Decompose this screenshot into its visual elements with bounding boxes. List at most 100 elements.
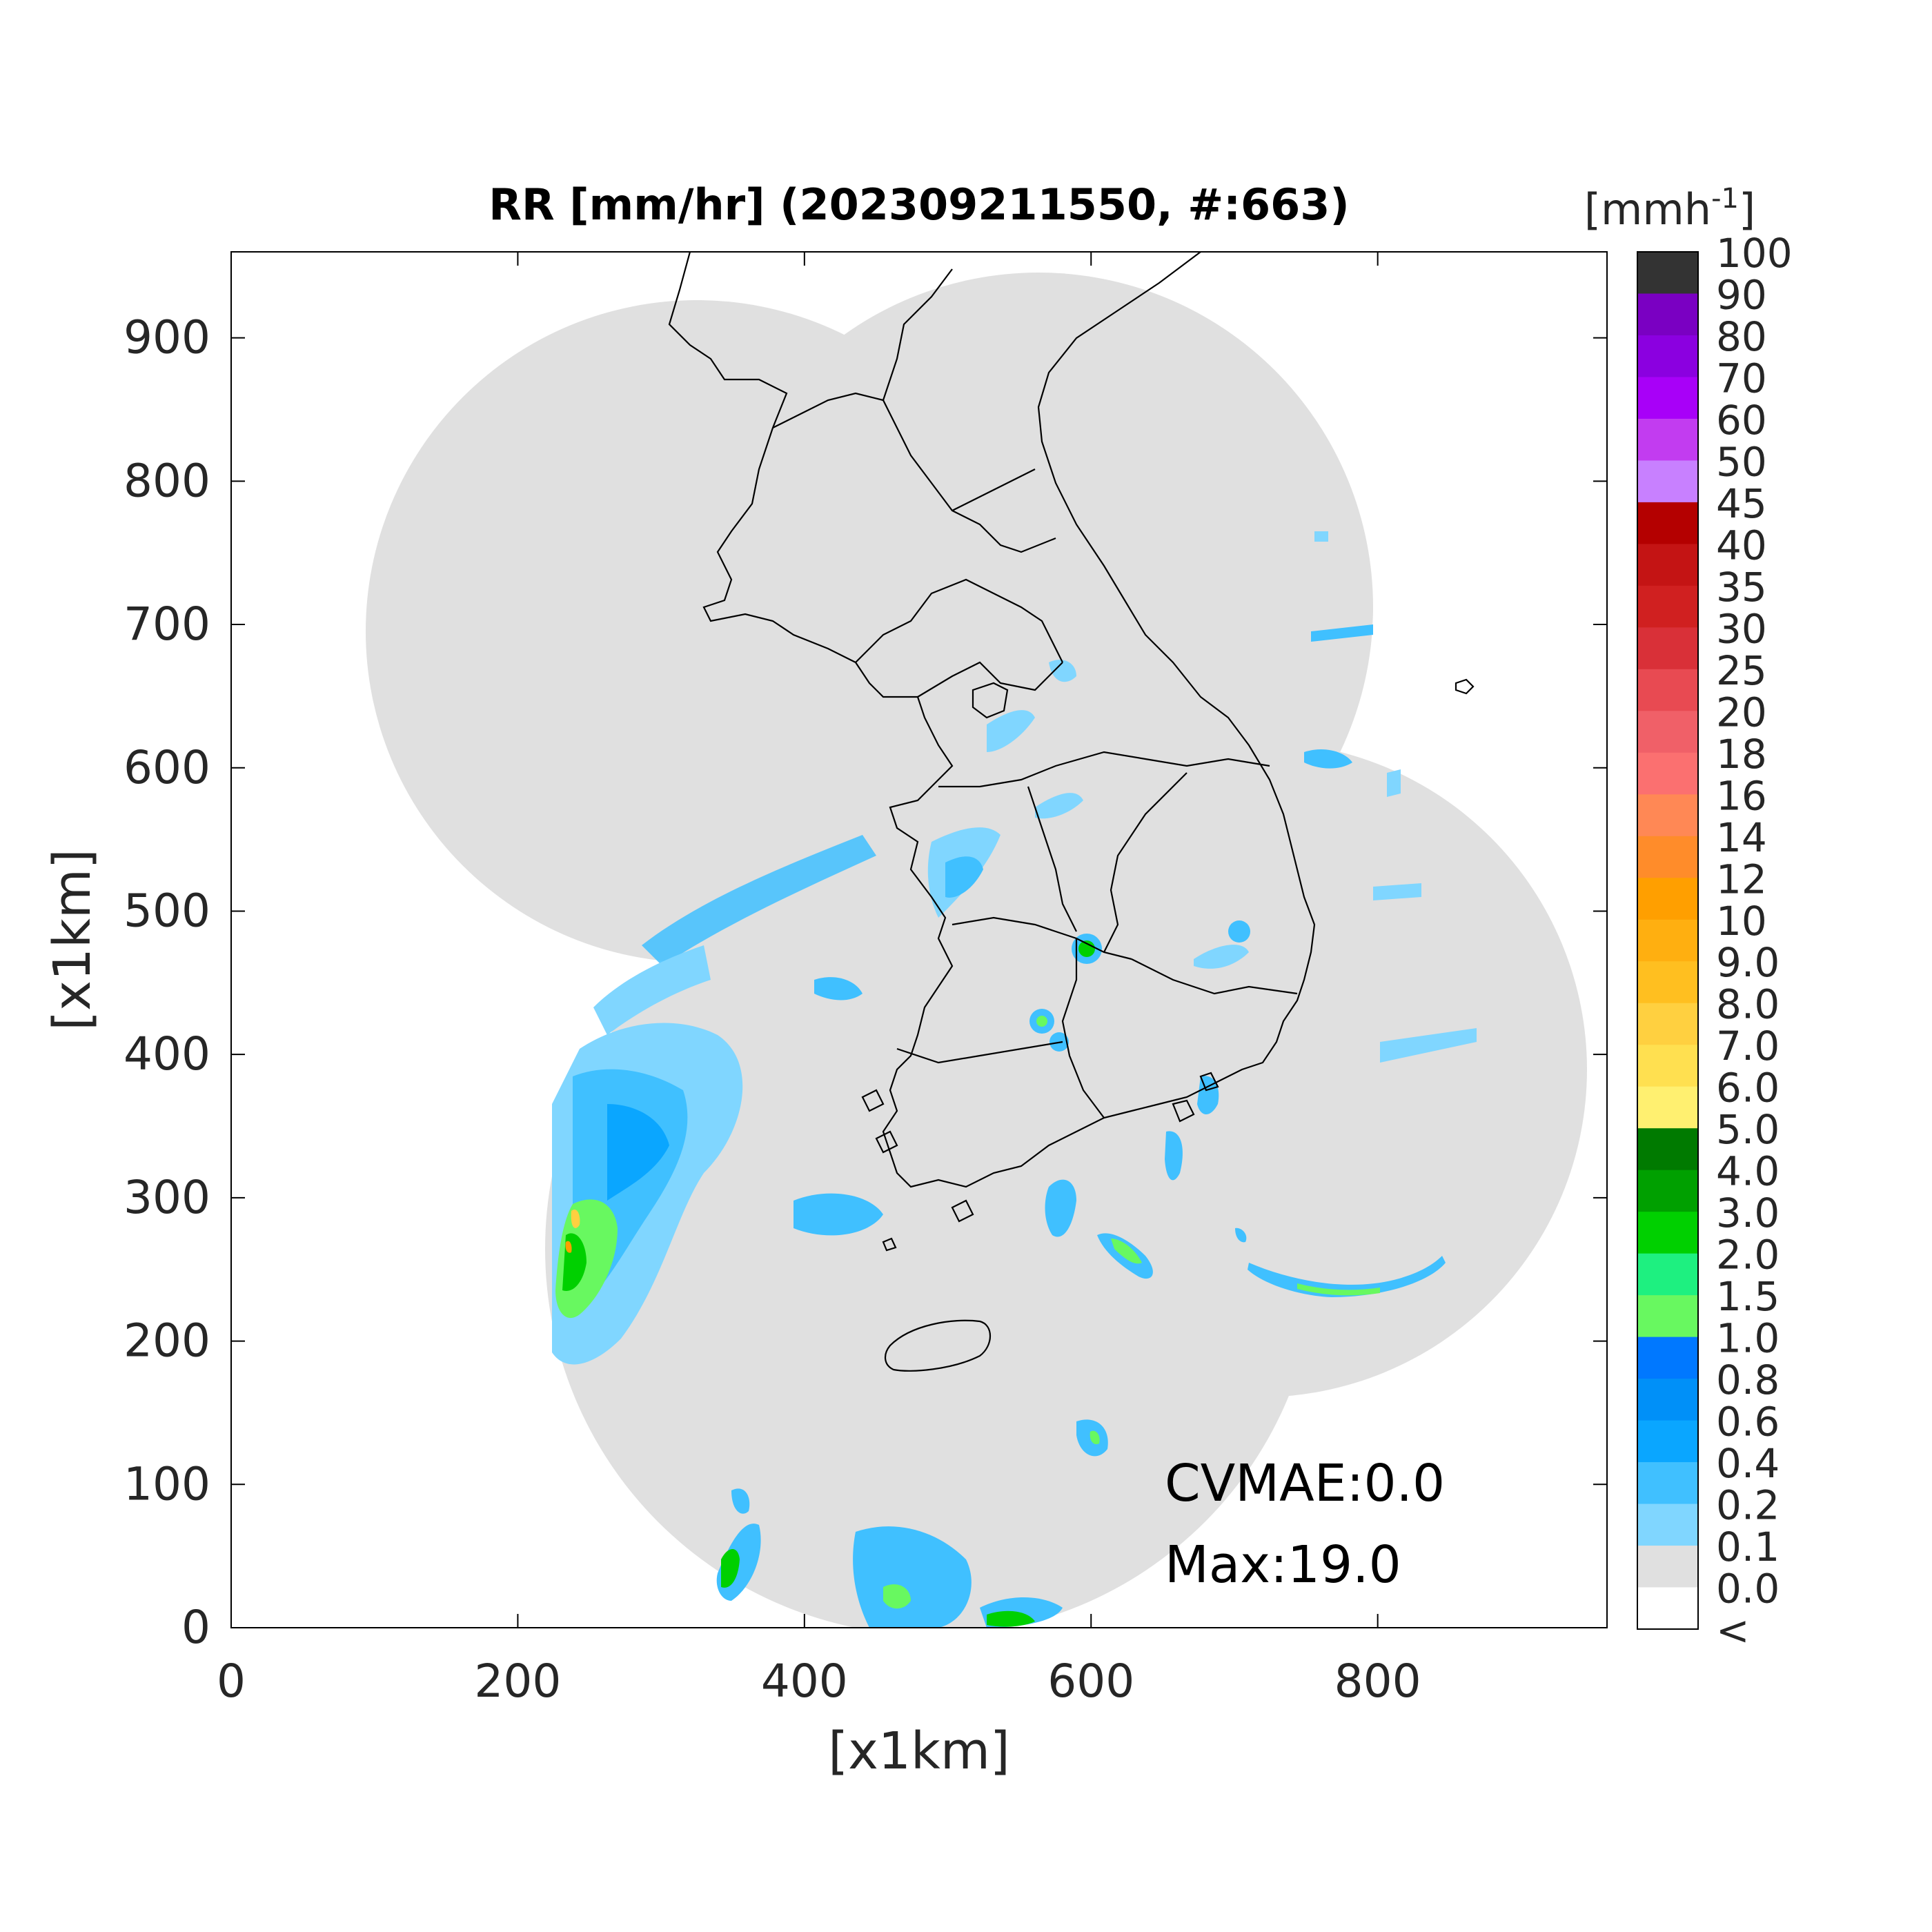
colorbar-label: 12 — [1716, 856, 1767, 903]
colorbar-label: 80 — [1716, 313, 1767, 360]
colorbar-swatch — [1637, 752, 1698, 795]
y-axis-ticks: 0 100 200 300 400 500 600 700 800 900 — [124, 311, 1607, 1654]
y-tick-label: 200 — [124, 1314, 210, 1368]
colorbar-label: 16 — [1716, 772, 1767, 819]
colorbar-label: 0.1 — [1716, 1524, 1780, 1570]
y-tick-label: 700 — [124, 598, 210, 651]
colorbar-label: 30 — [1716, 605, 1767, 652]
coverage-disc-south — [545, 862, 1318, 1628]
colorbar-label: 25 — [1716, 647, 1767, 694]
radar-coverage — [366, 273, 1587, 1628]
colorbar-swatch — [1637, 1045, 1698, 1087]
colorbar-swatch — [1637, 627, 1698, 670]
colorbar-swatch — [1637, 335, 1698, 377]
colorbar-label: 0.0 — [1716, 1566, 1780, 1613]
map-plot-area: 0 200 400 600 800 0 100 200 300 400 500 600 700 800 9… — [124, 251, 1608, 1708]
colorbar-label: 20 — [1716, 689, 1767, 736]
colorbar-label: < — [1716, 1607, 1750, 1654]
y-tick-label: 800 — [124, 454, 210, 507]
map-title: RR [mm/hr] (202309211550, #:663) — [489, 179, 1350, 230]
coastline-boundaries — [668, 252, 1475, 1372]
colorbar-swatch — [1637, 1253, 1698, 1296]
colorbar-swatch — [1637, 1170, 1698, 1212]
colorbar-label: 4.0 — [1716, 1148, 1780, 1195]
colorbar-swatch — [1637, 794, 1698, 837]
y-tick-label: 900 — [124, 311, 210, 364]
colorbar-swatch — [1637, 711, 1698, 753]
colorbar-swatch — [1637, 669, 1698, 711]
y-tick-label: 0 — [181, 1601, 210, 1654]
colorbar-label: 40 — [1716, 522, 1767, 569]
y-tick-label: 400 — [124, 1027, 210, 1081]
colorbar-label: 5.0 — [1716, 1106, 1780, 1153]
colorbar-label: 0.2 — [1716, 1482, 1780, 1529]
colorbar-label: 2.0 — [1716, 1232, 1780, 1279]
colorbar-label: 0.8 — [1716, 1357, 1780, 1403]
colorbar-label: 45 — [1716, 480, 1767, 527]
colorbar-label: 70 — [1716, 355, 1767, 402]
x-axis-label: [x1km] — [828, 1722, 1010, 1781]
precipitation-echoes — [552, 531, 1477, 1628]
colorbar-swatch — [1637, 1587, 1698, 1630]
colorbar-label: 3.0 — [1716, 1190, 1780, 1236]
colorbar-label: 10 — [1716, 898, 1767, 945]
colorbar-label: 1.0 — [1716, 1315, 1780, 1362]
colorbar-swatch — [1637, 1504, 1698, 1546]
colorbar-labels: 100908070605045403530252018161412109.08.… — [1716, 230, 1793, 1654]
colorbar-swatch — [1637, 1128, 1698, 1171]
x-tick-label: 200 — [474, 1655, 561, 1708]
colorbar-swatch — [1637, 418, 1698, 461]
colorbar-swatch — [1637, 1546, 1698, 1588]
y-tick-label: 500 — [124, 884, 210, 937]
colorbar-label: 60 — [1716, 397, 1767, 444]
y-axis-label: [x1km] — [43, 849, 102, 1031]
max-annotation: Max:19.0 — [1165, 1535, 1401, 1595]
svg-text:[mmh-1]: [mmh-1] — [1584, 183, 1755, 235]
colorbar-label: 50 — [1716, 438, 1767, 485]
colorbar-label: 18 — [1716, 731, 1767, 778]
x-tick-label: 0 — [217, 1655, 246, 1708]
colorbar-swatch — [1637, 544, 1698, 586]
colorbar-swatches — [1637, 252, 1698, 1630]
colorbar-swatch — [1637, 1003, 1698, 1045]
colorbar-label: 1.5 — [1716, 1273, 1780, 1320]
x-tick-label: 800 — [1334, 1655, 1421, 1708]
colorbar-unit-exponent: -1 — [1711, 183, 1739, 215]
colorbar-swatch — [1637, 502, 1698, 544]
colorbar-swatch — [1637, 878, 1698, 920]
colorbar-swatch — [1637, 919, 1698, 962]
y-tick-label: 100 — [124, 1457, 210, 1510]
colorbar-label: 7.0 — [1716, 1023, 1780, 1070]
colorbar-swatch — [1637, 1212, 1698, 1254]
colorbar-swatch — [1637, 585, 1698, 628]
colorbar-label: 90 — [1716, 271, 1767, 318]
x-tick-label: 400 — [761, 1655, 848, 1708]
colorbar-swatch — [1637, 460, 1698, 503]
colorbar-label: 0.6 — [1716, 1399, 1780, 1446]
colorbar-swatch — [1637, 1086, 1698, 1129]
colorbar-frame — [1637, 251, 1699, 1630]
x-tick-label: 600 — [1047, 1655, 1134, 1708]
plot-frame — [230, 251, 1608, 1628]
colorbar-label: 8.0 — [1716, 981, 1780, 1028]
colorbar-label: 0.4 — [1716, 1440, 1780, 1487]
y-tick-label: 600 — [124, 741, 210, 794]
colorbar-swatch — [1637, 1462, 1698, 1505]
colorbar-swatch — [1637, 836, 1698, 878]
colorbar-label: 6.0 — [1716, 1065, 1780, 1112]
colorbar-swatch — [1637, 1337, 1698, 1379]
colorbar-unit-close: ] — [1739, 184, 1755, 235]
x-axis-ticks: 0 200 400 600 800 — [217, 252, 1421, 1708]
colorbar-label: 9.0 — [1716, 939, 1780, 986]
colorbar-label: 100 — [1716, 230, 1793, 277]
colorbar-label: 35 — [1716, 564, 1767, 611]
colorbar-swatch — [1637, 293, 1698, 336]
colorbar-label: 14 — [1716, 814, 1767, 861]
colorbar-unit: [mmh — [1584, 184, 1711, 235]
colorbar-swatch — [1637, 1379, 1698, 1421]
colorbar-swatch — [1637, 377, 1698, 420]
colorbar-swatch — [1637, 252, 1698, 294]
y-tick-label: 300 — [124, 1171, 210, 1224]
cvmae-annotation: CVMAE:0.0 — [1165, 1454, 1445, 1513]
